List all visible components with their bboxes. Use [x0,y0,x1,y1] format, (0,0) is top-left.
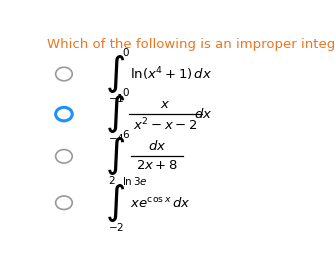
Text: 0: 0 [122,88,129,98]
Text: $-4$: $-4$ [108,132,124,144]
Text: $2$: $2$ [108,174,115,186]
Text: $2x+8$: $2x+8$ [136,159,179,172]
Text: $x$: $x$ [160,98,170,111]
Text: $\int$: $\int$ [106,93,126,135]
Text: $\ln(x^4+1)\,dx$: $\ln(x^4+1)\,dx$ [130,65,212,83]
Text: $\ln 3e$: $\ln 3e$ [122,175,148,187]
Text: $-2$: $-2$ [108,221,124,233]
Text: Which of the following is an improper integral?: Which of the following is an improper in… [47,38,335,51]
Text: $\int$: $\int$ [106,53,126,95]
Text: $-1$: $-1$ [108,92,124,104]
Text: $xe^{\cos x}\,dx$: $xe^{\cos x}\,dx$ [130,196,191,210]
Text: $\int$: $\int$ [106,182,126,224]
Text: $dx$: $dx$ [148,139,166,153]
Text: 0: 0 [122,48,129,58]
Text: $x^2-x-2$: $x^2-x-2$ [133,117,197,134]
Text: 6: 6 [122,130,129,141]
Text: $dx$: $dx$ [194,107,212,121]
Text: $\int$: $\int$ [106,135,126,177]
